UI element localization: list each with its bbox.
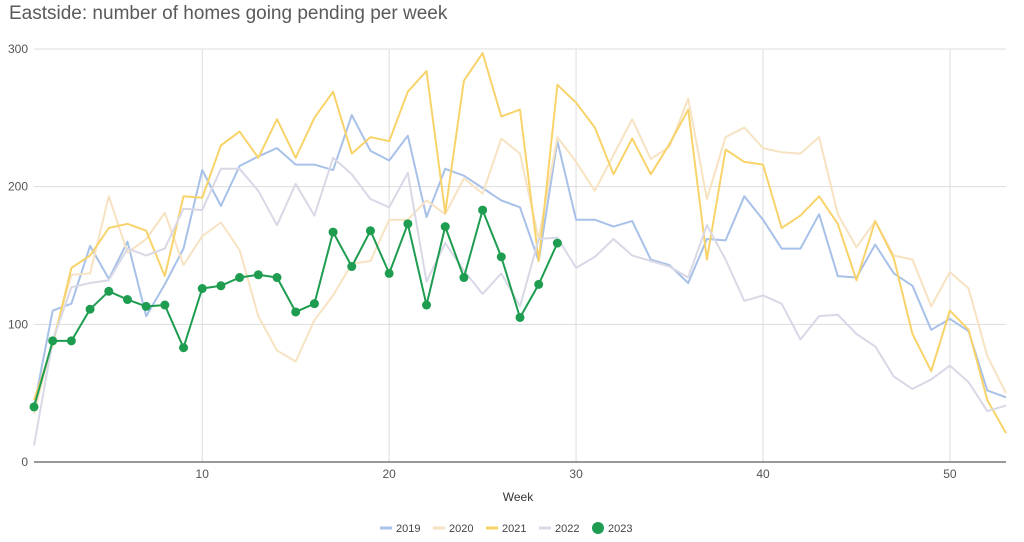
data-point-2023 (478, 205, 488, 215)
legend-swatch (592, 522, 604, 534)
legend-item-2019: 2019 (380, 523, 420, 535)
data-point-2023 (141, 301, 151, 311)
legend-label: 2023 (608, 523, 632, 535)
chart-title: Eastside: number of homes going pending … (9, 3, 448, 24)
legend-item-2022: 2022 (539, 523, 579, 535)
legend-label: 2021 (502, 523, 526, 535)
y-tick-label: 0 (21, 455, 28, 469)
legend: 2019 2020 2021 2022 2023 (380, 522, 632, 535)
data-point-2023 (496, 252, 506, 262)
data-point-2023 (197, 284, 207, 294)
data-point-2023 (365, 226, 375, 236)
series-markers (29, 205, 562, 412)
data-point-2023 (422, 300, 432, 310)
x-tick-label: 40 (756, 467, 770, 481)
legend-item-2020: 2020 (433, 523, 473, 535)
legend-item-2023: 2023 (592, 522, 632, 535)
data-point-2023 (122, 295, 132, 305)
legend-label: 2022 (555, 523, 579, 535)
data-point-2023 (216, 281, 226, 291)
x-tick-label: 50 (943, 467, 957, 481)
data-point-2023 (384, 268, 394, 278)
axes: 0 100 200 300 10 20 30 40 50 (8, 42, 1006, 481)
legend-label: 2020 (449, 523, 473, 535)
data-point-2023 (160, 300, 170, 310)
x-tick-label: 30 (569, 467, 583, 481)
data-point-2023 (515, 312, 525, 322)
data-point-2023 (552, 238, 562, 248)
data-point-2023 (534, 279, 544, 289)
data-point-2023 (459, 273, 469, 283)
data-point-2023 (66, 336, 76, 346)
y-tick-label: 100 (8, 317, 28, 331)
series-line-2020 (33, 97, 1007, 415)
series-lines (33, 52, 1007, 446)
series-line-2021 (33, 52, 1007, 434)
data-point-2023 (85, 304, 95, 314)
data-point-2023 (235, 273, 245, 283)
legend-label: 2019 (396, 523, 420, 535)
x-axis-title: Week (503, 490, 534, 504)
data-point-2023 (403, 219, 413, 229)
data-point-2023 (29, 402, 39, 412)
data-point-2023 (253, 270, 263, 280)
data-point-2023 (104, 286, 114, 296)
y-tick-label: 200 (8, 180, 28, 194)
data-point-2023 (309, 299, 319, 309)
data-point-2023 (272, 273, 282, 283)
gridlines (34, 48, 1006, 462)
data-point-2023 (328, 227, 338, 237)
data-point-2023 (440, 222, 450, 232)
series-line-2019 (33, 114, 1007, 408)
series-line-2022 (33, 156, 1007, 446)
legend-item-2021: 2021 (486, 523, 526, 535)
x-tick-label: 20 (382, 467, 396, 481)
data-point-2023 (291, 307, 301, 317)
y-tick-label: 300 (8, 42, 28, 56)
x-tick-label: 10 (196, 467, 210, 481)
data-point-2023 (179, 343, 189, 353)
data-point-2023 (48, 336, 58, 346)
data-point-2023 (347, 262, 357, 272)
